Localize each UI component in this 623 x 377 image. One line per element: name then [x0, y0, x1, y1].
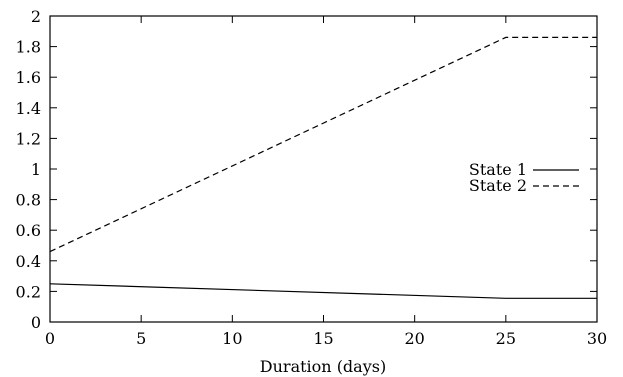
y-tick-label: 0.8	[16, 191, 41, 210]
legend-label-2: State 2	[469, 176, 527, 195]
y-tick-label: 0.6	[16, 221, 41, 240]
x-tick-label: 0	[45, 329, 55, 348]
y-tick-label: 1.2	[16, 129, 41, 148]
y-tick-label: 0	[31, 313, 41, 332]
y-tick-label: 1	[31, 160, 41, 179]
y-tick-label: 1.8	[16, 38, 41, 57]
legend-label-1: State 1	[469, 160, 527, 179]
axis-ticks	[50, 16, 597, 322]
y-tick-label: 1.6	[16, 68, 41, 87]
x-tick-label: 5	[136, 329, 146, 348]
data-series	[49, 36, 597, 299]
series-line-1	[49, 283, 597, 299]
y-tick-label: 0.2	[16, 282, 41, 301]
y-tick-label: 0.4	[16, 252, 41, 271]
x-tick-label: 20	[404, 329, 424, 348]
axis-tick-labels: 0 5 10 15 20 25 30 0 0.2 0.4 0.6 0.8 1 1.2 1.4 1.6 1.8 2	[16, 7, 608, 348]
y-tick-label: 2	[31, 7, 41, 26]
x-axis-label: Duration (days)	[260, 357, 386, 376]
x-tick-label: 15	[313, 329, 333, 348]
x-tick-label: 25	[496, 329, 516, 348]
series-line-2	[49, 36, 597, 253]
x-tick-label: 10	[222, 329, 242, 348]
y-tick-label: 1.4	[16, 99, 41, 118]
x-tick-label: 30	[587, 329, 607, 348]
